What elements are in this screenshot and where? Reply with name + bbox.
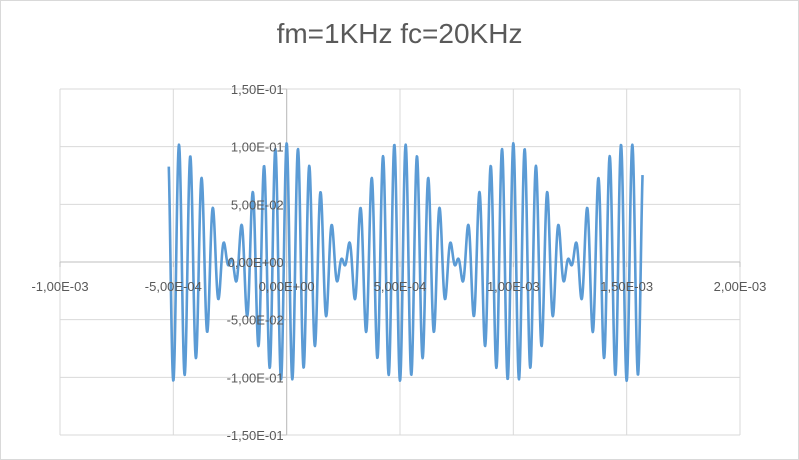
y-tick-label: -5,00E-02 [227, 313, 284, 328]
x-tick-label: 1,50E-03 [600, 279, 653, 294]
series-line [167, 141, 644, 383]
y-tick-label: 5,00E-02 [231, 197, 284, 212]
y-tick-label: 1,50E-01 [231, 82, 284, 97]
x-tick-label: 1,00E-03 [487, 279, 540, 294]
y-tick-label: 0,00E+00 [228, 255, 284, 270]
x-tick-label: -1,00E-03 [31, 279, 88, 294]
y-tick-label: 1,00E-01 [231, 140, 284, 155]
chart-title: fm=1KHz fc=20KHz [276, 18, 523, 49]
x-tick-label: -5,00E-04 [145, 279, 202, 294]
y-tick-label: -1,50E-01 [227, 428, 284, 443]
x-tick-label: 5,00E-04 [374, 279, 427, 294]
y-tick-label: -1,00E-01 [227, 370, 284, 385]
x-tick-label: 2,00E-03 [714, 279, 767, 294]
x-tick-label: 0,00E+00 [259, 279, 315, 294]
